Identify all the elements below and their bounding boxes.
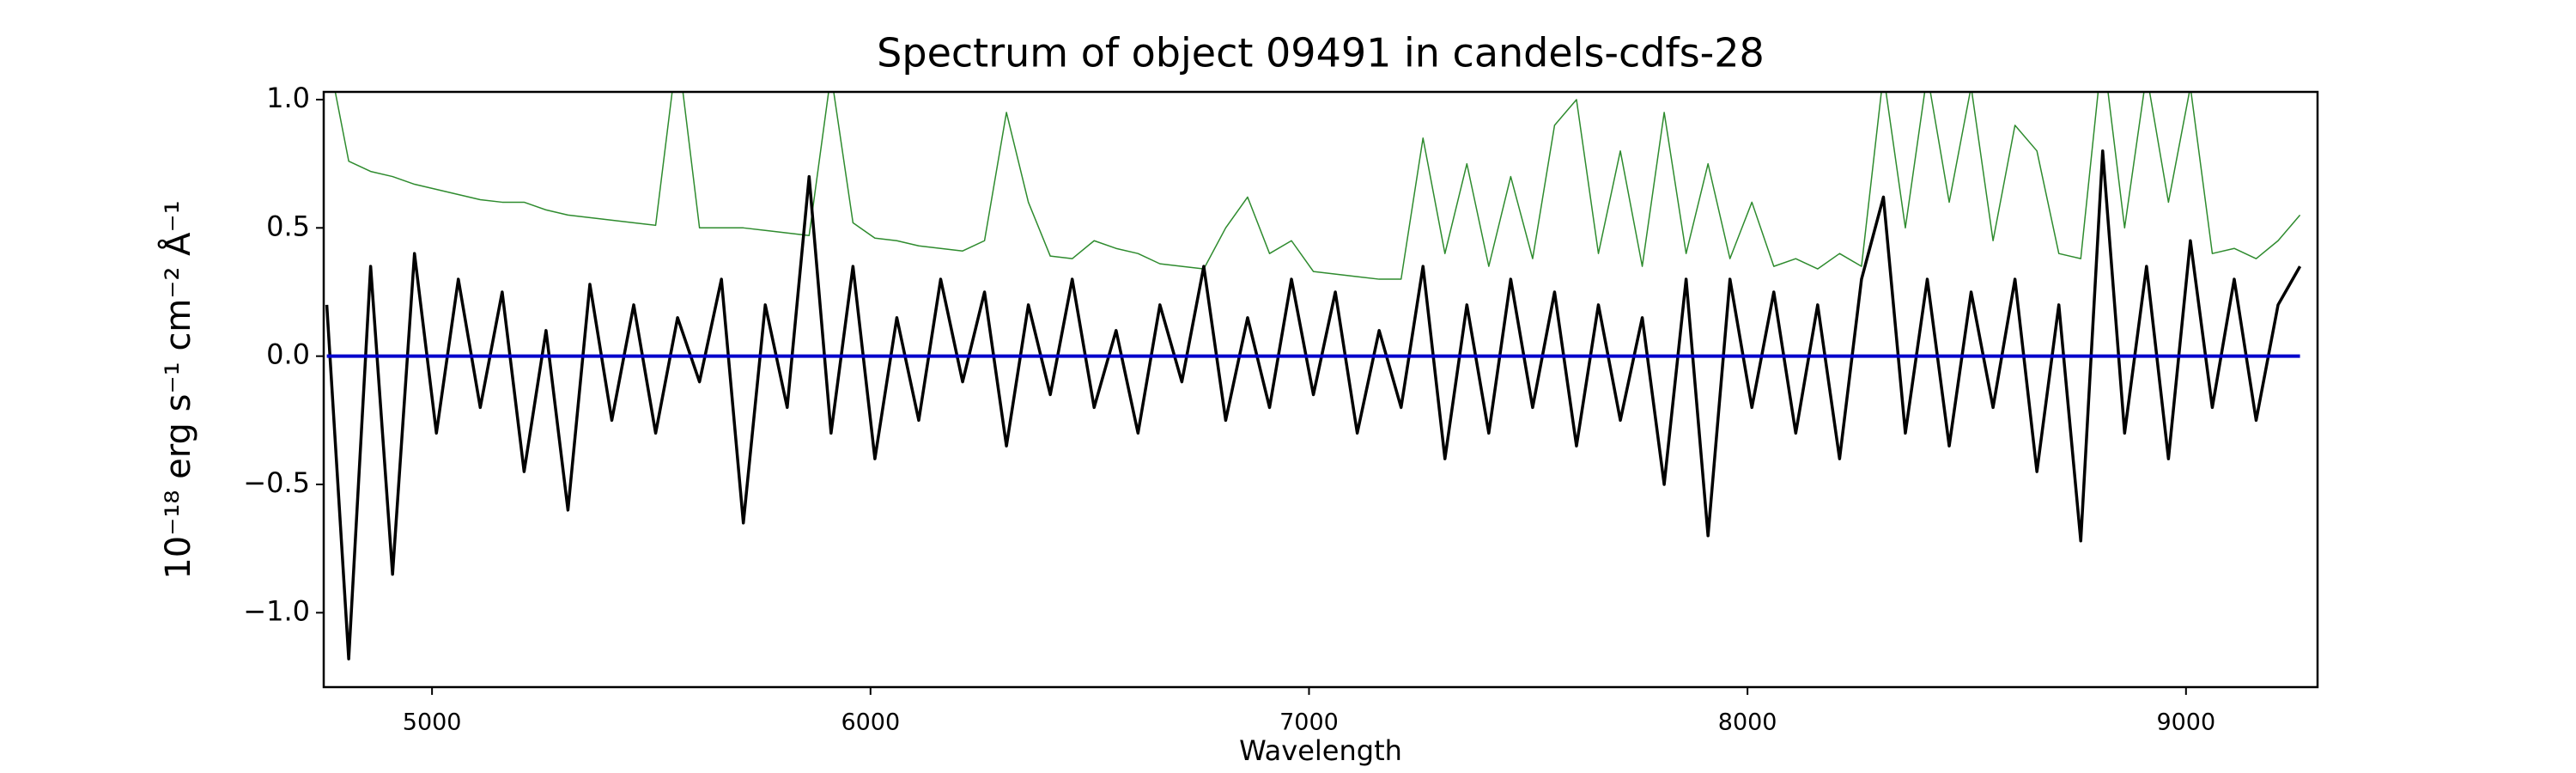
plot-area — [325, 92, 2302, 660]
plot-frame — [322, 90, 2319, 689]
y-tick-label: −1.0 — [243, 594, 310, 627]
x-tick-label: 9000 — [2156, 709, 2215, 736]
y-axis-label: 10⁻¹⁸ erg s⁻¹ cm⁻² Å⁻¹ — [157, 200, 198, 579]
x-tick-label: 6000 — [841, 709, 900, 736]
x-tick-label: 8000 — [1718, 709, 1777, 736]
y-tick-label: −0.5 — [243, 466, 310, 499]
series-line — [325, 149, 2302, 660]
y-tick-label: 0.5 — [266, 210, 310, 242]
x-tick-label: 7000 — [1279, 709, 1339, 736]
chart-title: Spectrum of object 09491 in candels-cdfs… — [877, 30, 1765, 76]
y-tick-label: 1.0 — [266, 82, 310, 114]
x-axis-label: Wavelength — [1239, 734, 1402, 767]
y-tick-label: 0.0 — [266, 338, 310, 371]
x-tick-label: 5000 — [403, 709, 462, 736]
series-line — [334, 92, 2301, 280]
